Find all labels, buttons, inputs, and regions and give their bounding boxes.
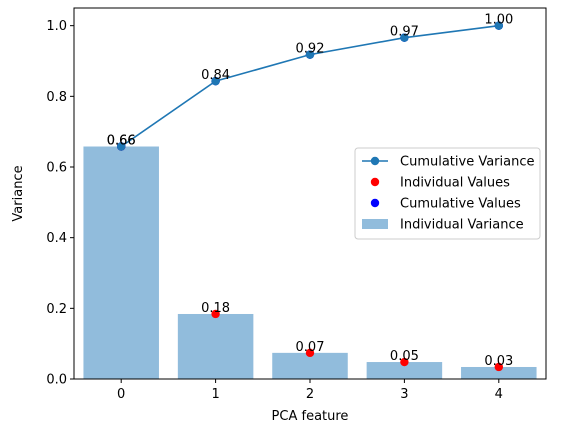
legend-box xyxy=(354,147,541,240)
y-tick-label: 0.8 xyxy=(46,90,67,105)
data-labels-layer: 0.660.180.070.05 0.030.660.840.920.971.00 xyxy=(107,13,514,369)
bar-2 xyxy=(272,352,348,379)
data-label: 0.66 xyxy=(107,134,136,149)
x-tick-label: 1 xyxy=(211,387,219,402)
data-label: 1.00 xyxy=(484,13,513,28)
cumulative-variance-marker xyxy=(117,142,126,151)
bar-1 xyxy=(177,313,254,379)
cumulative-variance-marker xyxy=(305,50,315,59)
cumulative-variance-marker xyxy=(494,21,503,30)
data-label: 0.18 xyxy=(201,301,230,316)
y-tick-label: 0.4 xyxy=(46,231,67,246)
data-label: 0.97 xyxy=(390,25,419,40)
y-tick-label: 0.2 xyxy=(46,302,67,317)
scatter-point xyxy=(305,348,315,358)
x-tick-label: 4 xyxy=(495,387,503,402)
legend-swatch-bar xyxy=(362,219,388,229)
data-label: 0.05 xyxy=(390,349,419,364)
legend-swatch-marker xyxy=(370,156,380,166)
bars-layer xyxy=(83,146,537,379)
bar-3 xyxy=(366,362,443,379)
data-label: 0.03 xyxy=(484,354,513,369)
cumulative-variance-marker xyxy=(211,76,220,86)
legend-label: Cumulative Variance xyxy=(400,155,535,170)
bar-4 xyxy=(461,366,537,379)
legend-label: Individual Variance xyxy=(400,218,524,233)
bar-0 xyxy=(83,146,159,379)
scatter-point xyxy=(400,357,409,367)
x-tick-label: 3 xyxy=(400,387,408,402)
data-label: 0.92 xyxy=(296,42,325,57)
x-axis: 0 1 2 3 4 xyxy=(117,379,503,402)
y-tick-label: 0.0 xyxy=(46,373,67,388)
y-axis-title: Variance xyxy=(11,165,26,221)
legend-swatch-marker xyxy=(370,177,380,187)
legend-label: Individual Values xyxy=(400,176,510,191)
x-tick-label: 2 xyxy=(306,387,314,402)
y-axis: 0.0 0.2 0.4 0.6 0.8 1.0 xyxy=(46,19,74,388)
data-label: 0.84 xyxy=(201,68,230,83)
y-tick-label: 0.6 xyxy=(46,161,67,176)
x-axis-title: PCA feature xyxy=(272,409,349,424)
legend-label: Cumulative Values xyxy=(400,197,521,212)
data-label: 0.66 xyxy=(107,134,136,149)
x-tick-label: 0 xyxy=(117,387,125,402)
scatter-point xyxy=(211,309,220,319)
legend-swatch-marker xyxy=(370,198,380,208)
legend: Cumulative Variance Individual Values Cumu… xyxy=(354,147,541,240)
data-label: 0.07 xyxy=(296,340,325,355)
points-layer xyxy=(117,21,503,372)
cumulative-variance-marker xyxy=(400,33,409,42)
scatter-point xyxy=(494,362,503,372)
y-tick-label: 1.0 xyxy=(46,19,67,34)
